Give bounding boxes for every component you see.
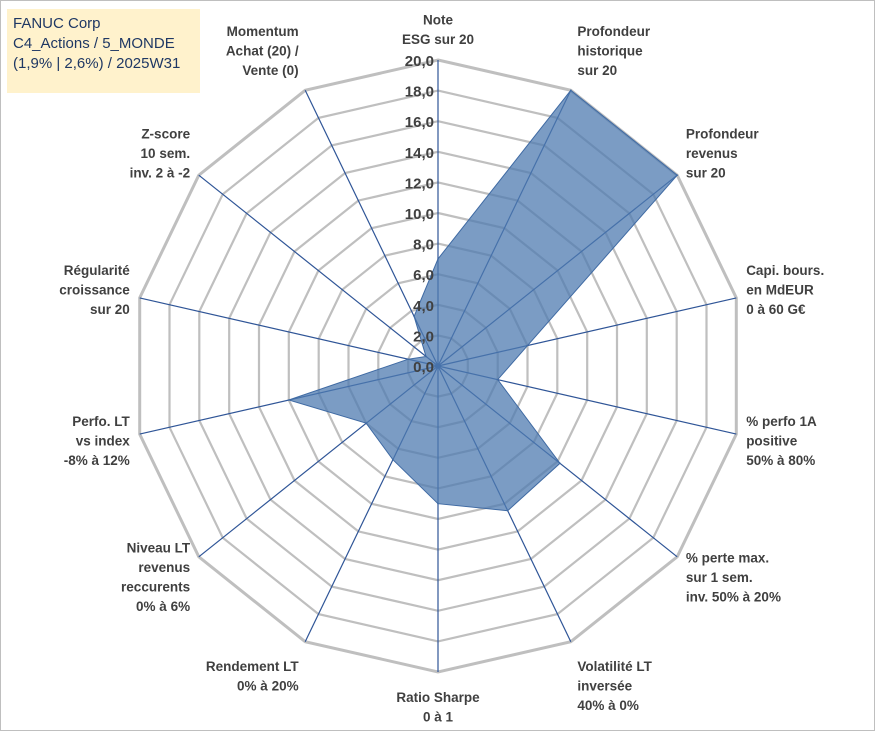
tick-label: 16,0	[405, 114, 434, 131]
data-point-10	[365, 422, 368, 425]
tick-label: 4,0	[413, 298, 434, 315]
tick-label: 20,0	[405, 53, 434, 70]
axis-label-12: Régularité croissance sur 20	[59, 263, 130, 317]
tick-label-layer: 0,0 2,0 4,0 6,0 8,0 10,0 12,0 14,0 16,0 18,0 20,0	[405, 53, 434, 376]
data-point-14	[413, 315, 415, 318]
axis-label-6: % perte max. sur 1 sem. inv. 50% à 20%	[686, 551, 781, 605]
data-point-12	[407, 358, 410, 361]
tick-label: 2,0	[413, 328, 434, 345]
tick-label: 18,0	[405, 84, 434, 101]
portfolio-category: C4_Actions / 5_MONDE	[13, 35, 175, 52]
axis-label-4: Capi. bours. en MdEUR 0 à 60 G€	[746, 263, 824, 317]
tick-label: 0,0	[413, 359, 434, 376]
axis-spoke-12	[139, 297, 439, 367]
tick-label: 6,0	[413, 267, 434, 284]
data-point-1	[437, 258, 439, 260]
data-point-11	[288, 399, 290, 401]
axis-label-2: Profondeur historique sur 20	[577, 24, 650, 78]
data-point-3	[676, 174, 678, 176]
axis-label-layer: Note ESG sur 20 Profondeur historique sur 20…	[59, 13, 824, 725]
data-point-5	[496, 378, 499, 381]
axis-label-1: Note ESG sur 20	[402, 13, 474, 48]
axis-spoke-13	[198, 174, 439, 367]
rates-and-week: (1,9% | 2,6%) / 2025W31	[13, 55, 181, 72]
axis-label-8: Ratio Sharpe 0 à 1	[396, 690, 480, 725]
data-point-8	[437, 502, 439, 505]
data-point-9	[392, 458, 394, 461]
axis-label-9: Rendement LT 0% à 20%	[206, 659, 300, 694]
series-layer	[287, 89, 678, 512]
data-point-2	[570, 89, 572, 92]
data-point-6	[559, 462, 561, 465]
axis-label-14: Momentum Achat (20) / Vente (0)	[226, 24, 299, 78]
tick-label: 12,0	[405, 175, 434, 192]
series-area	[287, 89, 678, 512]
axis-label-5: % perfo 1A positive 50% à 80%	[746, 414, 817, 468]
data-point-13	[425, 355, 427, 358]
axis-label-10: Niveau LT revenus reccurents 0% à 6%	[121, 541, 191, 615]
axis-label-11: Perfo. LT vs index -8% à 12%	[64, 414, 131, 468]
tick-label: 8,0	[413, 237, 434, 254]
info-box: FANUC Corp C4_Actions / 5_MONDE (1,9% | …	[7, 9, 200, 93]
axis-label-7: Volatilité LT inversée 40% à 0%	[577, 659, 652, 713]
tick-label: 10,0	[405, 206, 434, 223]
axis-label-3: Profondeur revenus sur 20	[686, 127, 759, 181]
tick-label: 14,0	[405, 145, 434, 162]
data-point-4	[526, 344, 529, 347]
company-name: FANUC Corp	[13, 15, 101, 32]
axis-label-13: Z-score 10 sem. inv. 2 à -2	[130, 127, 191, 181]
data-point-7	[506, 509, 509, 512]
